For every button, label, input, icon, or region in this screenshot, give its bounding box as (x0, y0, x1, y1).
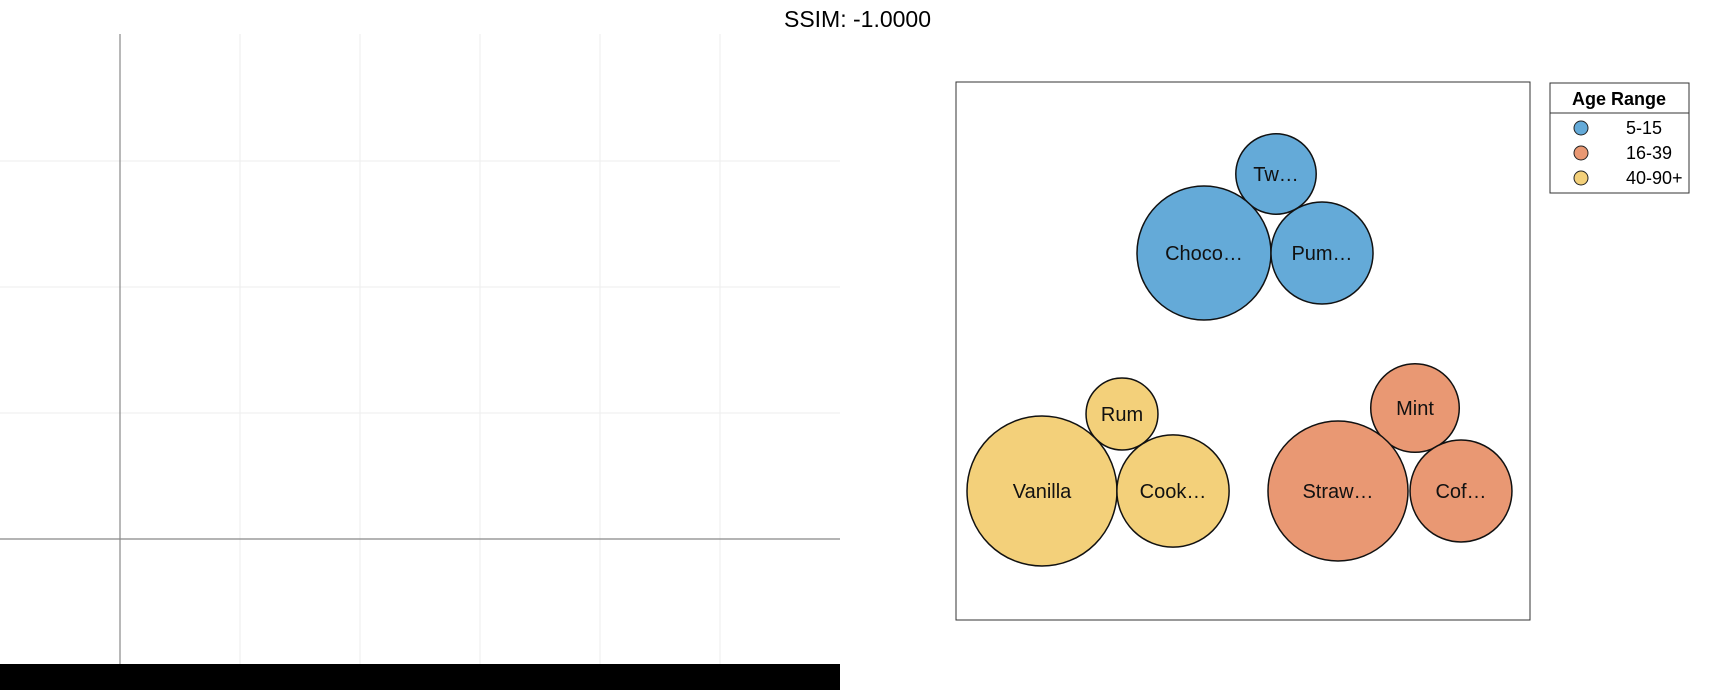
bubble-label: Straw… (1302, 481, 1373, 503)
legend-marker (1573, 120, 1589, 136)
empty-line-chart (0, 34, 840, 690)
bubble-label: Cook… (1140, 481, 1207, 503)
legend-label: 5-15 (1626, 118, 1662, 138)
bubble (1369, 362, 1461, 454)
bubble-label: Mint (1396, 398, 1434, 420)
bubble (1267, 420, 1409, 562)
bubble (1409, 439, 1513, 543)
bubble (1270, 201, 1374, 305)
bubble-label: Tw… (1253, 164, 1299, 186)
legend-title: Age Range (1572, 89, 1666, 109)
grid-lines (0, 34, 840, 664)
legend: Age Range 5-15 16-39 40-90+ (1549, 82, 1690, 194)
bubble (1085, 377, 1159, 451)
bubble (1116, 434, 1230, 548)
legend-marker (1573, 170, 1589, 186)
legend-label: 16-39 (1626, 143, 1672, 163)
bubble-label: Cof… (1435, 481, 1486, 503)
bubble-label: Rum (1101, 404, 1143, 426)
bubble-label: Vanilla (1013, 481, 1072, 503)
bubble-label: Pum… (1291, 243, 1352, 265)
figure-title: SSIM: -1.0000 (783, 6, 932, 32)
bubble-label: Choco… (1165, 243, 1243, 265)
bubble (1235, 133, 1317, 215)
legend-box (1549, 82, 1690, 194)
legend-entries: 5-15 16-39 40-90+ (1573, 118, 1683, 188)
legend-marker (1573, 145, 1589, 161)
legend-label: 40-90+ (1626, 168, 1683, 188)
bubble-layer: Tw… Choco… Pum… Mint Straw… Cof… Rum Vanilla Coo… (966, 133, 1513, 567)
bottom-bar (0, 664, 840, 690)
